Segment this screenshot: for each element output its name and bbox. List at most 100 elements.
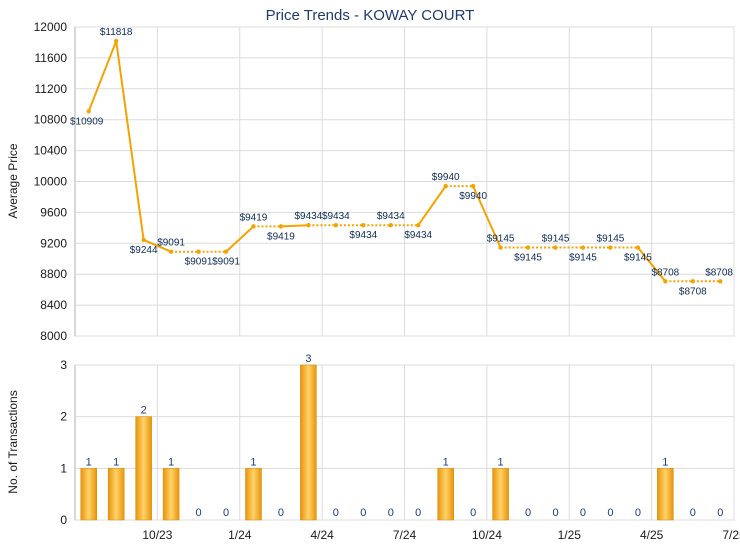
- price-data-label: $9419: [267, 231, 295, 242]
- transactions-y-tick-label: 1: [60, 461, 67, 475]
- price-data-label: $9091: [185, 257, 213, 268]
- price-point: [251, 224, 256, 229]
- price-y-tick-label: 12000: [34, 20, 68, 34]
- price-data-label: $9145: [569, 253, 597, 264]
- price-data-label: $9419: [240, 212, 268, 223]
- price-point: [196, 249, 201, 254]
- transaction-count-label: 0: [580, 507, 586, 519]
- price-line-segment: [417, 185, 447, 226]
- price-line-segment: [472, 185, 502, 248]
- price-point: [388, 223, 393, 228]
- price-data-label: $9940: [432, 172, 460, 183]
- price-y-axis-title: Average Price: [6, 143, 20, 218]
- transaction-bar: [437, 468, 454, 521]
- price-y-ticks: 8000 8400 8800 9200 9600 10000 10400 10800 11200…: [34, 20, 68, 343]
- price-y-tick-label: 8000: [40, 329, 67, 343]
- transaction-count-label: 0: [717, 507, 723, 519]
- price-point: [525, 245, 531, 250]
- price-y-tick-label: 9200: [40, 236, 67, 250]
- price-point: [690, 279, 696, 284]
- transaction-count-label: 0: [552, 507, 558, 519]
- price-point: [223, 249, 229, 254]
- transactions-y-tick-label: 0: [60, 513, 67, 527]
- price-point: [86, 109, 91, 114]
- price-data-label: $9145: [487, 234, 515, 245]
- transaction-count-label: 0: [525, 507, 531, 519]
- price-point: [580, 245, 586, 250]
- transaction-count-label: 0: [196, 507, 202, 519]
- transaction-bar: [657, 468, 674, 521]
- transaction-count-labels: 1 1 2 1 0 0 1 0 3 0 0 0 0 1 0 1 0 0 0 0 0 1 0 0: [86, 353, 724, 519]
- transaction-count-label: 0: [690, 507, 696, 519]
- chart-title: Price Trends - KOWAY COURT: [266, 7, 475, 24]
- price-point: [718, 279, 723, 284]
- price-line-segment: [87, 40, 118, 112]
- transaction-bar: [107, 468, 125, 521]
- price-point: [168, 249, 174, 254]
- price-y-tick-label: 10800: [34, 113, 68, 127]
- x-tick-label: 1/24: [228, 528, 252, 542]
- price-point: [416, 223, 421, 228]
- price-point: [443, 183, 448, 189]
- price-grid: [75, 26, 735, 337]
- price-data-label: $8708: [679, 286, 707, 297]
- price-y-tick-label: 11600: [35, 51, 68, 65]
- transactions-y-tick-label: 2: [60, 410, 67, 424]
- price-y-tick-label: 8400: [40, 298, 67, 312]
- price-data-label: $9145: [542, 234, 570, 245]
- transactions-y-axis-title: No. of Transactions: [6, 390, 20, 493]
- price-y-tick-label: 10000: [34, 175, 68, 189]
- transaction-count-label: 2: [141, 405, 147, 417]
- price-y-tick-label: 8800: [40, 267, 67, 281]
- price-point: [498, 245, 503, 250]
- x-tick-label: 4/25: [640, 528, 664, 542]
- price-data-label: $9091: [157, 238, 185, 249]
- price-point: [608, 245, 613, 250]
- price-line-series: [86, 38, 723, 284]
- price-data-label: $9434: [377, 211, 405, 222]
- price-data-label: $11818: [100, 27, 133, 38]
- transaction-count-label: 0: [470, 507, 476, 519]
- transaction-count-label: 1: [498, 456, 504, 468]
- x-tick-label: 4/24: [310, 528, 334, 542]
- price-point: [361, 223, 366, 228]
- price-point: [333, 223, 339, 228]
- transaction-count-label: 0: [278, 507, 284, 519]
- x-tick-label: 7/24: [393, 528, 417, 542]
- transaction-count-label: 1: [250, 456, 256, 468]
- price-data-label: $9434: [349, 230, 377, 241]
- transaction-count-label: 3: [305, 353, 311, 365]
- price-data-label: $9091: [212, 257, 240, 268]
- transaction-count-label: 0: [360, 507, 366, 519]
- price-point: [278, 224, 284, 229]
- price-line-segment: [115, 40, 145, 241]
- price-point: [470, 183, 476, 189]
- x-tick-label: 1/25: [558, 528, 582, 542]
- price-data-label: $8708: [705, 267, 733, 278]
- x-tick-label: 7/25: [722, 528, 740, 542]
- x-axis-ticks: 10/23 1/24 4/24 7/24 10/24 1/25 4/25 7/25: [142, 528, 740, 542]
- price-y-tick-label: 10400: [34, 144, 68, 158]
- price-data-label: $9434: [322, 211, 350, 222]
- transaction-count-label: 1: [443, 456, 449, 468]
- transaction-bar: [492, 468, 509, 521]
- transaction-bar: [80, 468, 97, 521]
- price-line-segment: [143, 238, 172, 253]
- price-y-tick-label: 11200: [35, 82, 68, 96]
- transaction-count-label: 0: [223, 507, 229, 519]
- transaction-count-label: 1: [168, 456, 174, 468]
- price-line-segment: [637, 246, 667, 282]
- price-data-label: $9940: [459, 191, 487, 202]
- price-line-segment: [225, 225, 255, 253]
- price-data-label: $9244: [130, 245, 158, 256]
- price-point: [663, 279, 668, 284]
- transaction-count-label: 0: [415, 507, 421, 519]
- transaction-count-label: 1: [113, 456, 119, 468]
- x-tick-label: 10/24: [472, 528, 502, 542]
- transaction-count-label: 0: [607, 507, 613, 519]
- price-line-segment: [280, 224, 309, 228]
- transaction-bar: [162, 468, 180, 521]
- price-data-label: $9434: [404, 230, 432, 241]
- price-point: [635, 245, 641, 250]
